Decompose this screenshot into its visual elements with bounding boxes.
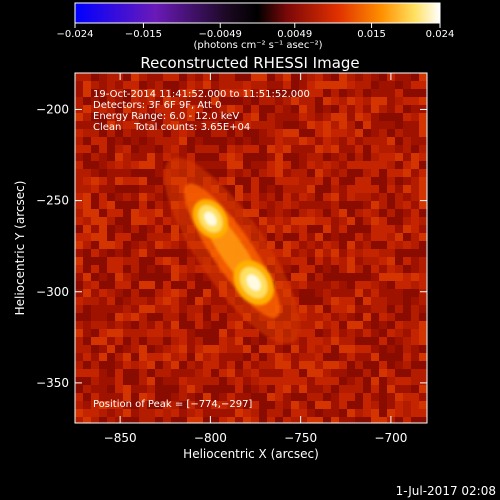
plot-frame [74,72,428,424]
source-2-peak [246,274,261,291]
colorbar-tick-label: 0.015 [357,29,386,40]
source-1-peak [204,211,217,226]
y-tick-label: −350 [36,376,69,390]
axis-ticks: −850 −800 −750 −700 −200 −250 −300 −350 [36,73,427,445]
info-line-energy: Energy Range: 6.0 - 12.0 keV [93,111,239,122]
info-line-time: 19-Oct-2014 11:41:52.000 to 11:51:52.000 [93,89,310,100]
x-tick-label: −800 [194,431,227,445]
timestamp: 1-Jul-2017 02:08 [396,484,496,498]
colorbar-tick-label: −0.024 [56,29,93,40]
y-axis-label: Heliocentric Y (arcsec) [13,181,27,316]
x-tick-label: −850 [104,431,137,445]
x-tick-label: −700 [374,431,407,445]
colorbar [74,2,441,24]
y-tick-label: −200 [36,102,69,116]
x-tick-label: −750 [284,431,317,445]
info-line-counts: Clean Total counts: 3.65E+04 [93,122,250,133]
colorbar-tick-label: 0.0049 [277,29,312,40]
info-line-detectors: Detectors: 3F 6F 9F, Att 0 [93,100,221,111]
colorbar-unit-label: (photons cm⁻² s⁻¹ asec⁻²) [193,40,322,51]
y-tick-label: −300 [36,285,69,299]
colorbar-ticks: −0.024 −0.015 −0.0049 0.0049 0.015 0.024 [56,23,454,40]
heatmap-image [75,73,427,423]
colorbar-tick-label: 0.024 [426,29,455,40]
colorbar-tick-label: −0.0049 [199,29,242,40]
x-axis-label: Heliocentric X (arcsec) [183,447,319,461]
peak-position-label: Position of Peak = [−774,−297] [93,399,252,410]
y-tick-label: −250 [36,194,69,208]
colorbar-tick-label: −0.015 [125,29,162,40]
chart-title: Reconstructed RHESSI Image [140,54,359,72]
info-block: 19-Oct-2014 11:41:52.000 to 11:51:52.000… [93,89,310,133]
